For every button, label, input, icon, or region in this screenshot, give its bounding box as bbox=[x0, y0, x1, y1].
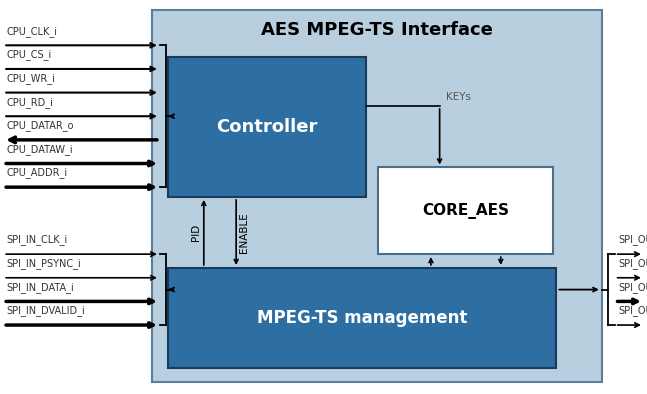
Text: CPU_ADDR_i: CPU_ADDR_i bbox=[6, 167, 67, 178]
Text: PID: PID bbox=[191, 224, 201, 241]
Bar bbox=[378, 167, 553, 254]
Text: CPU_CS_i: CPU_CS_i bbox=[6, 49, 52, 60]
Bar bbox=[168, 268, 556, 368]
Text: SPI_IN_PSYNC_i: SPI_IN_PSYNC_i bbox=[6, 258, 82, 269]
Text: SPI_OUT_PSYNC_o: SPI_OUT_PSYNC_o bbox=[618, 258, 647, 269]
Text: ENABLE: ENABLE bbox=[239, 212, 249, 253]
Text: CPU_DATAR_o: CPU_DATAR_o bbox=[6, 120, 74, 131]
Text: SPI_IN_CLK_i: SPI_IN_CLK_i bbox=[6, 234, 68, 245]
Text: SPI_IN_DATA_i: SPI_IN_DATA_i bbox=[6, 282, 74, 293]
Text: SPI_IN_DVALID_i: SPI_IN_DVALID_i bbox=[6, 305, 85, 316]
Bar bbox=[168, 57, 366, 197]
Text: SPI_OUT_DATA_o: SPI_OUT_DATA_o bbox=[618, 282, 647, 293]
Bar bbox=[152, 10, 602, 382]
Text: SPI_OUT_DVALID_o: SPI_OUT_DVALID_o bbox=[618, 305, 647, 316]
Text: KEYs: KEYs bbox=[446, 92, 471, 102]
Text: CPU_DATAW_i: CPU_DATAW_i bbox=[6, 144, 73, 155]
Text: CPU_RD_i: CPU_RD_i bbox=[6, 97, 53, 108]
Text: MPEG-TS management: MPEG-TS management bbox=[257, 309, 468, 327]
Text: CPU_CLK_i: CPU_CLK_i bbox=[6, 26, 58, 37]
Text: SPI_OUT_CLK_o: SPI_OUT_CLK_o bbox=[618, 234, 647, 245]
Text: AES MPEG-TS Interface: AES MPEG-TS Interface bbox=[261, 20, 493, 39]
Text: CORE_AES: CORE_AES bbox=[422, 203, 509, 219]
Text: Controller: Controller bbox=[216, 118, 318, 136]
Text: CPU_WR_i: CPU_WR_i bbox=[6, 73, 56, 84]
